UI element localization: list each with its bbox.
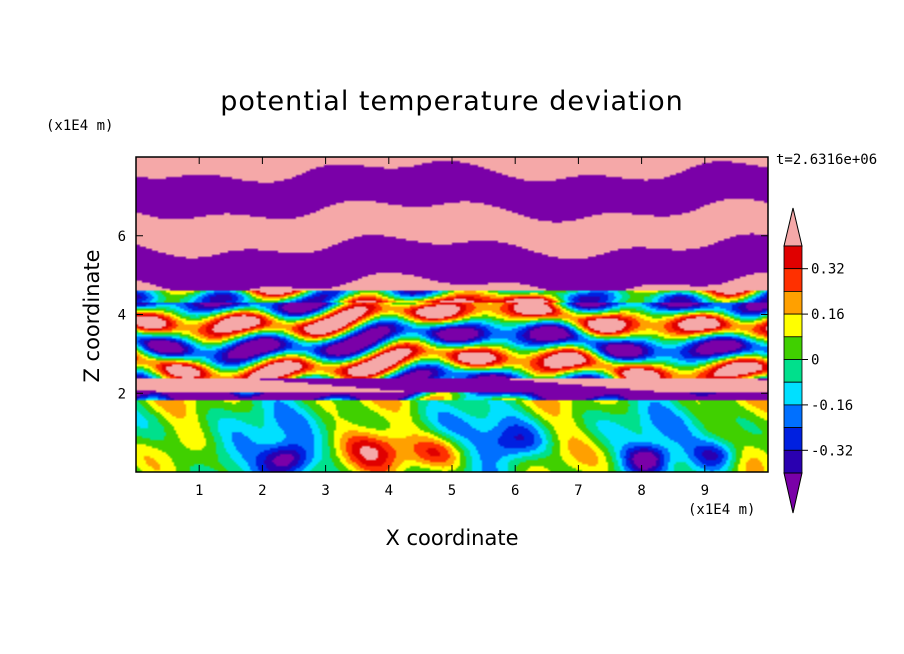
x-tick-label: 2: [258, 483, 266, 499]
colorbar-box: [783, 359, 803, 383]
colorbar-label: -0.16: [811, 398, 853, 414]
colorbar: 0.32 0.16 0 -0.16 -0.32: [783, 207, 853, 514]
x-tick-label: 6: [511, 483, 519, 499]
colorbar-label: -0.32: [811, 443, 853, 459]
colorbar-box: [783, 336, 803, 360]
colorbar-label: 0.32: [811, 262, 845, 278]
colorbar-box: [783, 404, 803, 428]
x-axis-unit: (x1E4 m): [688, 502, 756, 518]
colorbar-box: [783, 427, 803, 451]
x-axis-label: X coordinate: [385, 526, 519, 550]
colorbar-box: [783, 268, 803, 292]
colorbar-label: 0: [811, 353, 819, 369]
heatmap-image: [136, 157, 768, 472]
x-tick-label: 9: [701, 483, 709, 499]
heatmap-field: [136, 157, 768, 472]
y-tick-label: 2: [118, 386, 126, 402]
time-label: t=2.6316e+06: [776, 152, 878, 168]
y-axis-ticks: 2 4 6: [118, 229, 768, 402]
colorbar-box: [783, 449, 803, 474]
x-tick-label: 4: [385, 483, 393, 499]
x-axis-ticks: 1 2 3 4 5 6 7 8 9: [195, 157, 709, 499]
colorbar-box: [783, 290, 803, 315]
x-tick-label: 5: [448, 483, 456, 499]
colorbar-box: [783, 245, 803, 270]
y-tick-label: 6: [118, 229, 126, 245]
colorbar-box: [783, 313, 803, 338]
x-tick-label: 3: [321, 483, 329, 499]
x-tick-label: 8: [637, 483, 645, 499]
chart-title: potential temperature deviation: [220, 86, 684, 117]
x-tick-label: 7: [574, 483, 582, 499]
colorbar-label: 0.16: [811, 307, 845, 323]
y-axis-unit: (x1E4 m): [46, 118, 114, 134]
colorbar-extend-low: [783, 472, 803, 514]
y-tick-label: 4: [118, 308, 126, 324]
colorbar-box: [783, 381, 803, 406]
colorbar-extend-high: [783, 207, 803, 247]
x-tick-label: 1: [195, 483, 203, 499]
